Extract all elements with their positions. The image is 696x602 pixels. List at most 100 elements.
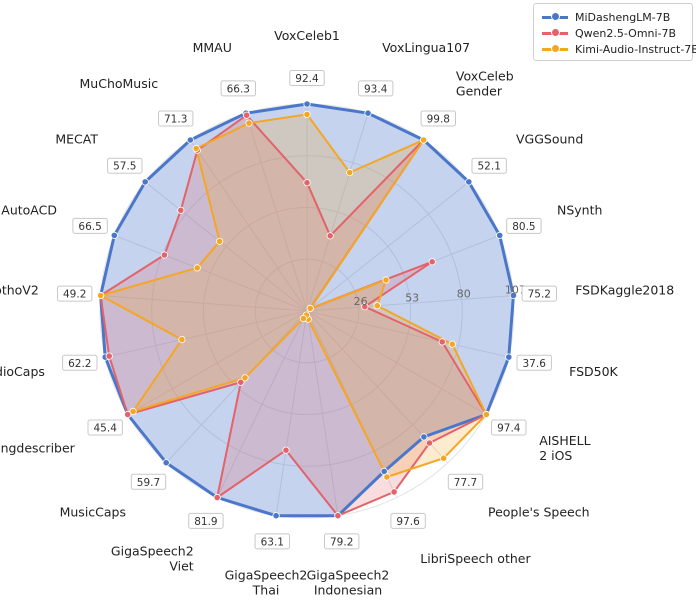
grid-spoke <box>114 234 308 312</box>
radial-tick-labels: 26 53 80 107 <box>354 284 526 309</box>
series-point-midashenglm-7b <box>272 512 280 520</box>
legend-item-kimi: Kimi-Audio-Instruct-7B <box>542 41 696 57</box>
max-value-label: 77.7 <box>454 477 477 489</box>
series-point-midashenglm-7b <box>465 178 473 186</box>
category-label-fsdkaggle2018: FSDKaggle2018 <box>575 282 674 297</box>
series-point-midashenglm-7b <box>496 231 504 239</box>
legend-item-qwen: Qwen2.5-Omni-7B <box>542 25 676 41</box>
category-label-aishell-2-ios: 2 iOS <box>539 448 572 463</box>
max-value-box <box>254 533 291 550</box>
series-point-kimi-audio-instruct-7b <box>129 407 137 415</box>
max-value-label: 49.2 <box>63 289 86 301</box>
category-label-gigaspeech2-indonesian: GigaSpeech2 <box>307 567 390 582</box>
grid-spoke <box>306 310 339 516</box>
series-point-midashenglm-7b <box>364 109 372 117</box>
max-value-box <box>390 512 426 529</box>
category-label-gigaspeech2-thai: Thai <box>252 582 280 597</box>
category-label-voxceleb-gender: Gender <box>456 83 503 98</box>
category-label-muchomusic: MuChoMusic <box>80 76 159 91</box>
series-point-kimi-audio-instruct-7b <box>241 374 249 382</box>
category-label-fsd50k: FSD50K <box>569 364 618 379</box>
series-point-midashenglm-7b <box>141 178 149 186</box>
legend: MiDashengLM-7B Qwen2.5-Omni-7B Kimi-Audi… <box>533 3 696 61</box>
series-point-kimi-audio-instruct-7b <box>382 276 390 284</box>
grid-spoke <box>306 310 487 415</box>
category-label-people-s-speech: People's Speech <box>488 505 590 520</box>
max-value-label: 97.4 <box>497 423 521 435</box>
max-value-label: 57.5 <box>113 161 136 173</box>
max-value-box <box>491 419 527 436</box>
max-value-box <box>220 80 257 97</box>
max-value-label: 62.2 <box>68 358 91 370</box>
series-point-qwen2-5-omni-7b <box>425 439 434 447</box>
max-value-box <box>72 217 108 234</box>
radial-tick-label: 107 <box>505 284 526 297</box>
max-value-box <box>57 285 93 302</box>
category-label-gigaspeech2-viet: Viet <box>169 558 193 573</box>
category-label-voxlingua107: VoxLingua107 <box>382 40 470 55</box>
max-value-box <box>87 419 123 436</box>
category-label-songdescriber: Songdescriber <box>0 441 76 456</box>
max-value-label: 45.4 <box>94 423 118 435</box>
category-label-autoacd: AutoACD <box>1 203 57 218</box>
max-value-label: 66.3 <box>227 83 250 95</box>
max-value-box <box>420 110 457 127</box>
max-value-label: 66.5 <box>78 221 101 233</box>
category-label-gigaspeech2-indonesian: Indonesian <box>314 582 382 597</box>
category-label-mmau: MMAU <box>193 40 232 55</box>
series-point-midashenglm-7b <box>505 353 513 361</box>
category-max-labels: 92.4 93.4 99.8 52.1 80.5 75.2 37.6 97.4 77.7 97.6… <box>57 70 557 550</box>
legend-item-midasheng: MiDashengLM-7B <box>542 9 670 25</box>
series-point-midashenglm-7b <box>186 136 194 144</box>
series-point-qwen2-5-omni-7b <box>334 512 342 520</box>
category-label-librispeech-other: LibriSpeech other <box>420 551 531 566</box>
legend-swatch-kimi <box>542 44 568 53</box>
max-value-label: 93.4 <box>364 83 388 95</box>
radar-series <box>97 100 518 520</box>
series-point-midashenglm-7b <box>162 459 170 467</box>
max-value-box <box>289 70 325 86</box>
series-point-kimi-audio-instruct-7b <box>419 136 428 144</box>
max-value-label: 81.9 <box>194 516 217 528</box>
category-label-gigaspeech2-viet: GigaSpeech2 <box>111 543 194 558</box>
category-label-audiocaps: AudioCaps <box>0 364 45 379</box>
max-value-label: 71.3 <box>164 114 187 126</box>
max-value-label: 75.2 <box>528 289 551 301</box>
max-value-label: 63.1 <box>261 536 284 548</box>
series-point-qwen2-5-omni-7b <box>326 232 334 240</box>
max-value-label: 79.2 <box>330 536 353 548</box>
series-point-kimi-audio-instruct-7b <box>245 119 253 127</box>
grid-spoke <box>144 181 308 312</box>
category-label-musiccaps: MusicCaps <box>60 505 126 520</box>
max-value-box <box>471 157 507 174</box>
max-value-box <box>324 533 360 550</box>
max-value-box <box>158 110 194 127</box>
series-point-kimi-audio-instruct-7b <box>97 291 105 300</box>
radar-grid <box>99 103 515 519</box>
grid-spoke <box>100 295 308 312</box>
grid-spoke <box>189 139 308 312</box>
max-value-label: 92.4 <box>295 73 319 85</box>
series-point-kimi-audio-instruct-7b <box>193 264 201 272</box>
radial-tick-label: 80 <box>457 287 471 300</box>
max-value-box <box>516 354 552 371</box>
max-value-box <box>62 354 98 371</box>
series-line-midashenglm-7b <box>99 102 515 518</box>
category-label-nsynth: NSynth <box>557 203 602 218</box>
series-point-qwen2-5-omni-7b <box>303 179 311 187</box>
series-point-kimi-audio-instruct-7b <box>482 410 490 419</box>
max-value-label: 80.5 <box>512 221 535 233</box>
series-point-midashenglm-7b <box>420 433 428 441</box>
series-point-kimi-audio-instruct-7b <box>373 302 381 310</box>
category-label-voxceleb-gender: VoxCeleb <box>456 68 514 83</box>
legend-label-midasheng: MiDashengLM-7B <box>575 10 671 24</box>
series-point-qwen2-5-omni-7b <box>124 410 132 419</box>
series-point-kimi-audio-instruct-7b <box>216 237 224 245</box>
series-point-kimi-audio-instruct-7b <box>178 335 186 344</box>
series-point-qwen2-5-omni-7b <box>361 303 369 311</box>
grid-spoke <box>127 310 308 415</box>
max-value-box <box>521 285 557 302</box>
category-label-voxceleb1: VoxCeleb1 <box>274 28 340 43</box>
